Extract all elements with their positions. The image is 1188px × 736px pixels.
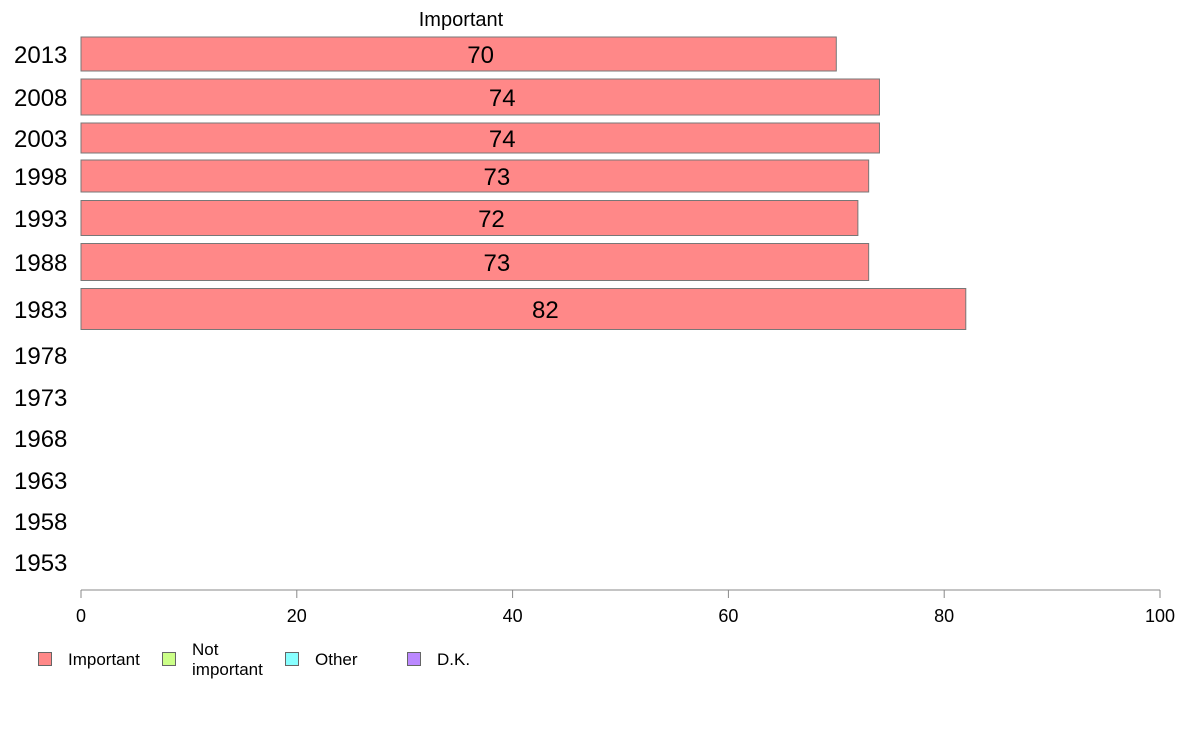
x-tick-label-80: 80	[934, 606, 954, 626]
year-label-1968: 1968	[14, 426, 67, 453]
legend-item-important: Important	[38, 640, 158, 670]
legend-label-dk: D.K.	[437, 650, 471, 669]
value-label-2008: 74	[489, 85, 516, 112]
year-label-1973: 1973	[14, 385, 67, 412]
year-label-1958: 1958	[14, 509, 67, 536]
value-label-1988: 73	[483, 250, 510, 277]
bar-1983	[80, 288, 967, 330]
legend-swatch-important	[38, 652, 52, 666]
x-tick-label-60: 60	[718, 606, 738, 626]
bar-2008	[80, 78, 880, 116]
legend-swatch-dk	[407, 652, 421, 666]
legend-label-not-important: Not important	[192, 640, 263, 679]
year-label-1983: 1983	[14, 297, 67, 324]
legend-item-dk: D.K.	[407, 640, 527, 670]
value-label-2013: 70	[467, 42, 494, 69]
value-label-2003: 74	[489, 126, 516, 153]
legend-label-other: Other	[315, 650, 358, 669]
year-label-1953: 1953	[14, 550, 67, 577]
year-label-2008: 2008	[14, 85, 67, 112]
legend-swatch-not-important	[162, 652, 176, 666]
year-label-1998: 1998	[14, 164, 67, 191]
x-tick-label-100: 100	[1145, 606, 1175, 626]
value-label-1998: 73	[483, 164, 510, 191]
year-label-1963: 1963	[14, 468, 67, 495]
bar-1998	[80, 159, 870, 193]
year-labels-layer: 2013 2008 2003 1998 1993 1988 1983 1978 1973 1968…	[14, 42, 67, 577]
bar-2003	[80, 122, 880, 154]
bar-1993	[80, 200, 859, 236]
bar-2013	[80, 36, 837, 72]
legend-item-not-important: Not important	[162, 640, 282, 680]
legend-swatch-other	[285, 652, 299, 666]
x-tick-label-40: 40	[503, 606, 523, 626]
value-label-1983: 82	[532, 297, 559, 324]
legend-item-other: Other	[285, 640, 405, 670]
x-tick-label-20: 20	[287, 606, 307, 626]
year-label-1993: 1993	[14, 206, 67, 233]
series-title: Important	[419, 9, 504, 31]
value-label-1993: 72	[478, 206, 505, 233]
year-label-2003: 2003	[14, 126, 67, 153]
legend-label-important: Important	[68, 650, 140, 669]
year-label-2013: 2013	[14, 42, 67, 69]
year-label-1988: 1988	[14, 250, 67, 277]
x-tick-label-0: 0	[76, 606, 86, 626]
year-label-1978: 1978	[14, 343, 67, 370]
bars-layer: 70 74 74 73 72 73 82	[80, 36, 967, 330]
x-axis: 0 20 40 60 80 100	[76, 589, 1175, 626]
bar-1988	[80, 243, 870, 281]
